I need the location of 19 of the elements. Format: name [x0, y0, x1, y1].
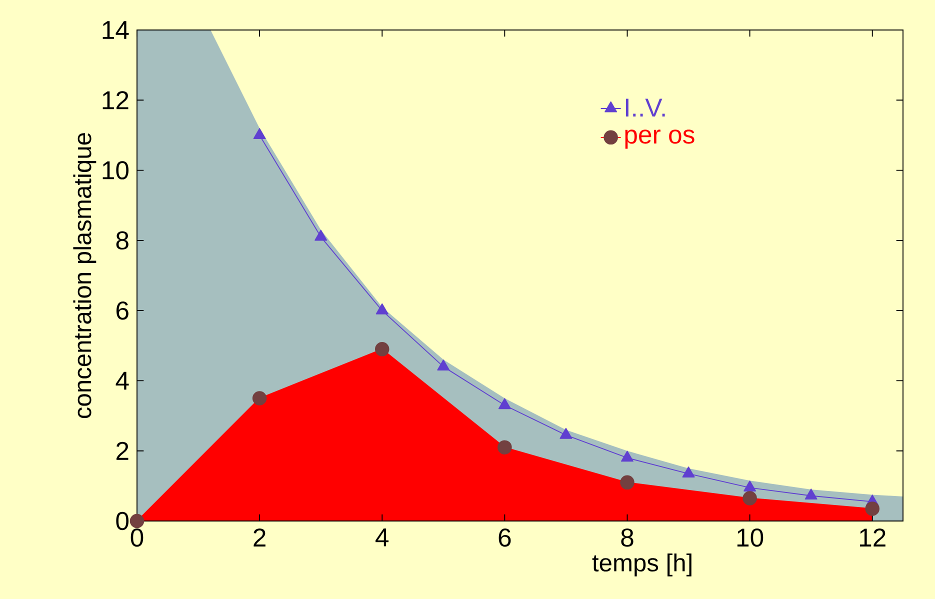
y-tick-label: 0	[116, 512, 129, 530]
legend-label: I..V.	[626, 98, 665, 116]
y-tick-label: 12	[102, 91, 128, 110]
y-tick-label: 4	[116, 372, 129, 390]
y-tick-label: 6	[116, 301, 128, 320]
x-tick-label: 12	[860, 528, 886, 546]
x-axis-title: temps [h]	[592, 553, 692, 576]
x-tick-label: 6	[498, 528, 511, 547]
y-tick-label: 10	[102, 161, 129, 180]
y-tick-label: 14	[102, 21, 129, 39]
legend-label: per os	[625, 130, 694, 149]
x-tick-label: 0	[130, 528, 144, 547]
y-tick-label: 8	[116, 231, 128, 250]
x-tick-label: 10	[737, 528, 764, 547]
y-tick-label: 2	[116, 442, 128, 460]
x-tick-label: 8	[621, 528, 634, 547]
y-axis-title: concentration plasmatique	[73, 133, 96, 418]
x-tick-label: 2	[254, 528, 266, 546]
x-tick-label: 4	[376, 528, 389, 546]
